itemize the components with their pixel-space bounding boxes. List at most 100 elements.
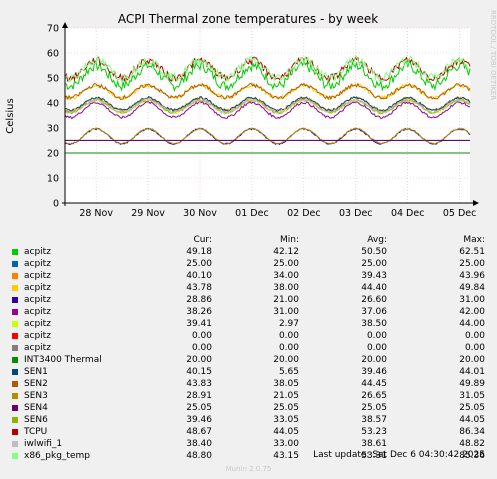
legend-max: 43.96 bbox=[459, 271, 485, 281]
legend-row: acpitz 0.00 0.00 0.00 0.00 bbox=[12, 342, 485, 354]
x-tick-labels: 28 Nov 29 Nov 30 Nov 01 Dec 02 Dec 03 Dec 04 D… bbox=[79, 208, 476, 219]
legend-max: 44.01 bbox=[459, 367, 485, 377]
legend-header-row: Cur: Min: Avg: Max: bbox=[12, 234, 485, 246]
legend-avg: 20.00 bbox=[361, 355, 387, 365]
legend-swatch bbox=[12, 380, 18, 387]
legend-min: 2.97 bbox=[278, 319, 299, 329]
legend-cur: 0.00 bbox=[191, 331, 212, 341]
legend-min: 31.00 bbox=[273, 307, 299, 317]
x-tick-label: 28 Nov bbox=[79, 208, 113, 219]
legend-min: 25.05 bbox=[273, 403, 299, 413]
x-tick-label: 30 Nov bbox=[183, 208, 217, 219]
legend-max: 20.00 bbox=[459, 355, 485, 365]
legend-max: 44.00 bbox=[459, 319, 485, 329]
y-tick-labels: 0 10 20 30 40 50 60 70 bbox=[47, 24, 59, 210]
header-avg: Avg: bbox=[367, 235, 387, 245]
legend-name: acpitz bbox=[24, 271, 51, 281]
legend-row: iwlwifi_1 38.40 33.00 38.61 48.82 bbox=[12, 438, 485, 450]
legend-swatch bbox=[12, 248, 18, 255]
legend-swatch bbox=[12, 440, 18, 447]
legend-row: acpitz 38.26 31.00 37.06 42.00 bbox=[12, 306, 485, 318]
legend-name: acpitz bbox=[24, 307, 51, 317]
legend-cur: 39.46 bbox=[186, 415, 212, 425]
legend-avg: 39.43 bbox=[361, 271, 387, 281]
legend-avg: 0.00 bbox=[366, 331, 387, 341]
legend-name: acpitz bbox=[24, 331, 51, 341]
legend-row: SEN2 43.83 38.05 44.45 49.89 bbox=[12, 378, 485, 390]
legend-max: 86.34 bbox=[459, 427, 485, 437]
legend-cur: 28.86 bbox=[186, 295, 212, 305]
legend-cur: 0.00 bbox=[191, 343, 212, 353]
legend-min: 0.00 bbox=[278, 343, 299, 353]
legend-avg: 25.00 bbox=[361, 259, 387, 269]
legend-avg: 44.45 bbox=[361, 379, 387, 389]
footer-version: Munin 2.0.75 bbox=[225, 465, 272, 473]
y-tick-label: 10 bbox=[47, 174, 59, 185]
legend-name: acpitz bbox=[24, 295, 51, 305]
legend-cur: 40.10 bbox=[186, 271, 212, 281]
legend-row: acpitz 40.10 34.00 39.43 43.96 bbox=[12, 270, 485, 282]
legend-name: INT3400 Thermal bbox=[24, 355, 102, 365]
legend-avg: 39.46 bbox=[361, 367, 387, 377]
legend-name: acpitz bbox=[24, 343, 51, 353]
y-axis-label: Celsius bbox=[5, 98, 16, 133]
legend-min: 38.05 bbox=[273, 379, 299, 389]
legend-cur: 43.78 bbox=[186, 283, 212, 293]
legend-avg: 53.31 bbox=[361, 451, 387, 461]
legend-row: SEN3 28.91 21.05 26.65 31.05 bbox=[12, 390, 485, 402]
legend-body: acpitz 49.18 42.12 50.50 62.51 acpitz 25.00 25.… bbox=[12, 246, 485, 462]
gridlines bbox=[65, 27, 470, 203]
legend-min: 25.00 bbox=[273, 259, 299, 269]
legend-avg: 50.50 bbox=[361, 247, 387, 257]
series-line bbox=[64, 82, 471, 101]
legend-row: SEN1 40.15 5.65 39.46 44.01 bbox=[12, 366, 485, 378]
legend-series: iwlwifi_1 bbox=[12, 438, 152, 450]
legend-swatch bbox=[12, 356, 18, 363]
x-tick-label: 02 Dec bbox=[287, 208, 321, 219]
legend-avg: 26.65 bbox=[361, 391, 387, 401]
legend-row: acpitz 0.00 0.00 0.00 0.00 bbox=[12, 330, 485, 342]
legend-avg: 25.05 bbox=[361, 403, 387, 413]
legend-swatch bbox=[12, 368, 18, 375]
legend-min: 20.00 bbox=[273, 355, 299, 365]
legend-swatch bbox=[12, 272, 18, 279]
legend-max: 85.36 bbox=[459, 451, 485, 461]
legend-series: TCPU bbox=[12, 426, 152, 438]
legend-avg: 38.50 bbox=[361, 319, 387, 329]
series-line bbox=[64, 100, 470, 120]
legend-max: 44.05 bbox=[459, 415, 485, 425]
legend-row: SEN6 39.46 33.05 38.57 44.05 bbox=[12, 414, 485, 426]
legend-cur: 25.05 bbox=[186, 403, 212, 413]
legend-series: acpitz bbox=[12, 318, 152, 330]
legend-row: acpitz 28.86 21.00 26.60 31.00 bbox=[12, 294, 485, 306]
legend-row: TCPU 48.67 44.05 53.23 86.34 bbox=[12, 426, 485, 438]
legend-cur: 40.15 bbox=[186, 367, 212, 377]
legend-series: acpitz bbox=[12, 282, 152, 294]
legend-max: 49.89 bbox=[459, 379, 485, 389]
legend-cur: 20.00 bbox=[186, 355, 212, 365]
legend-name: SEN6 bbox=[24, 415, 48, 425]
legend-name: SEN1 bbox=[24, 367, 48, 377]
header-max: Max: bbox=[463, 235, 485, 245]
legend-name: SEN3 bbox=[24, 391, 48, 401]
legend-min: 33.05 bbox=[273, 415, 299, 425]
legend-name: iwlwifi_1 bbox=[24, 439, 63, 449]
legend-max: 0.00 bbox=[464, 343, 485, 353]
legend-series: acpitz bbox=[12, 258, 152, 270]
legend-max: 25.00 bbox=[459, 259, 485, 269]
legend-row: x86_pkg_temp 48.80 43.15 53.31 85.36 bbox=[12, 450, 485, 462]
legend-name: acpitz bbox=[24, 283, 51, 293]
legend-max: 48.82 bbox=[459, 439, 485, 449]
legend-swatch bbox=[12, 296, 18, 303]
legend-name: acpitz bbox=[24, 247, 51, 257]
legend-swatch bbox=[12, 320, 18, 327]
legend-min: 0.00 bbox=[278, 331, 299, 341]
legend-table: Cur: Min: Avg: Max: acpitz 49.18 42.12 50.5… bbox=[12, 234, 485, 462]
x-tick-label: 05 Dec bbox=[443, 208, 477, 219]
legend-max: 42.00 bbox=[459, 307, 485, 317]
legend-avg: 38.61 bbox=[361, 439, 387, 449]
series-line bbox=[64, 59, 471, 93]
legend-avg: 38.57 bbox=[361, 415, 387, 425]
header-cur: Cur: bbox=[193, 235, 212, 245]
legend-avg: 0.00 bbox=[366, 343, 387, 353]
